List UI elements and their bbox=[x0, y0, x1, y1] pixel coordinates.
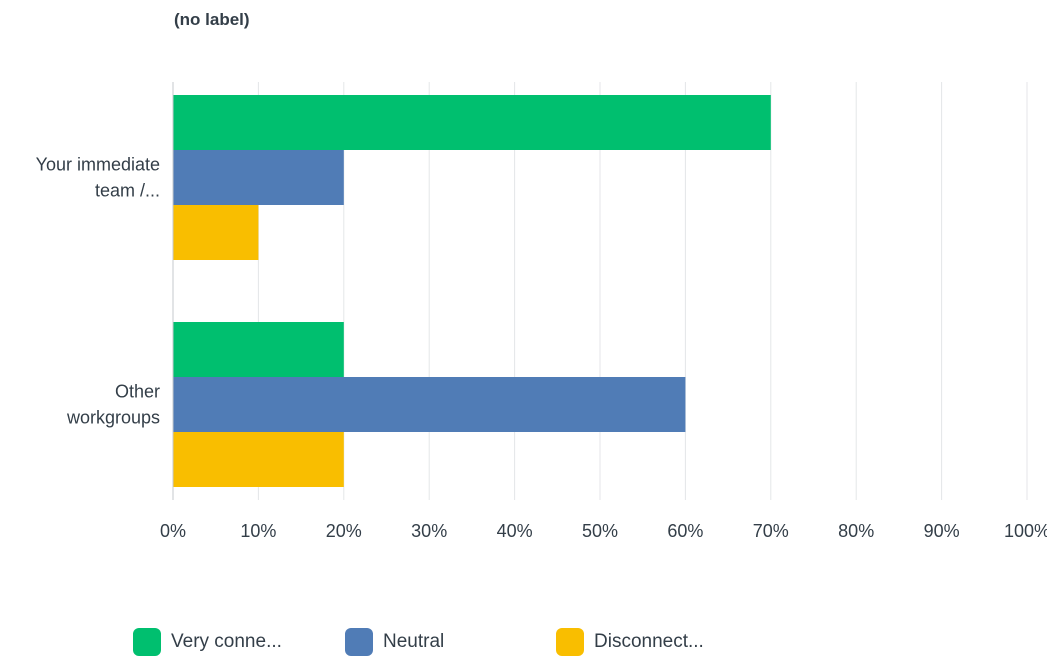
bar[interactable] bbox=[173, 205, 259, 260]
x-tick-label: 60% bbox=[667, 521, 703, 541]
x-tick-label: 30% bbox=[411, 521, 447, 541]
legend-item[interactable]: Neutral bbox=[345, 628, 444, 656]
labels: 0% 10% 20% 30% 40% 50% 60% 70% 80% 90% 100% Your im… bbox=[36, 155, 1047, 542]
bar[interactable] bbox=[173, 150, 344, 205]
legend-swatch bbox=[556, 628, 584, 656]
legend-item[interactable]: Very conne... bbox=[133, 628, 282, 656]
x-tick-label: 10% bbox=[240, 521, 276, 541]
bars bbox=[173, 95, 771, 487]
x-tick-label: 90% bbox=[924, 521, 960, 541]
x-tick-label: 50% bbox=[582, 521, 618, 541]
bar[interactable] bbox=[173, 95, 771, 150]
category-label: Your immediate team /... bbox=[36, 155, 160, 201]
bar[interactable] bbox=[173, 322, 344, 377]
legend-swatch bbox=[133, 628, 161, 656]
bar[interactable] bbox=[173, 432, 344, 487]
x-tick-label: 20% bbox=[326, 521, 362, 541]
x-tick-label: 0% bbox=[160, 521, 186, 541]
legend-item[interactable]: Disconnect... bbox=[556, 628, 704, 656]
x-tick-label: 80% bbox=[838, 521, 874, 541]
legend-label: Neutral bbox=[383, 631, 445, 652]
legend-swatch bbox=[345, 628, 373, 656]
x-tick-label: 40% bbox=[497, 521, 533, 541]
legend-label: Very conne... bbox=[171, 631, 282, 652]
legend-label: Disconnect... bbox=[594, 631, 704, 652]
chart-title: (no label) bbox=[174, 10, 250, 29]
x-tick-label: 100% bbox=[1004, 521, 1047, 541]
x-tick-label: 70% bbox=[753, 521, 789, 541]
bar[interactable] bbox=[173, 377, 686, 432]
category-label: Other workgroups bbox=[66, 382, 160, 428]
